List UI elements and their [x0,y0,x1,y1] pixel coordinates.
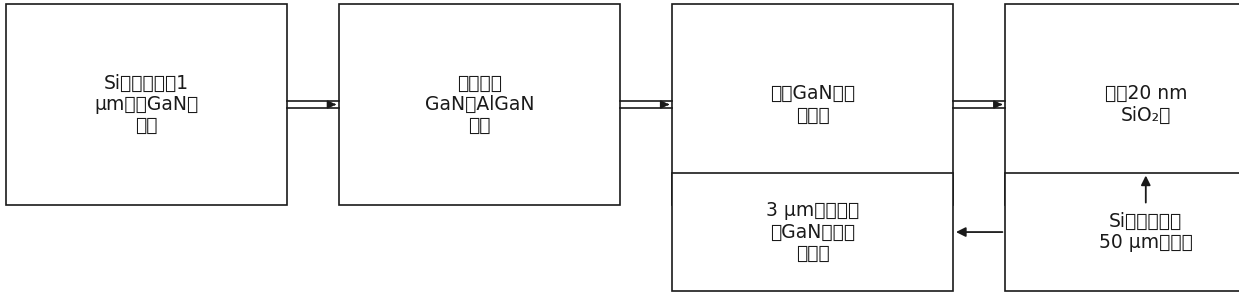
Text: SiO₂层: SiO₂层 [1121,106,1171,125]
Text: 材料: 材料 [469,116,491,135]
Text: GaN、AlGaN: GaN、AlGaN [424,95,534,114]
Text: 外延生长: 外延生长 [456,74,502,93]
Text: 3 μm红外光辅: 3 μm红外光辅 [766,201,859,220]
Text: 探测器: 探测器 [796,106,830,125]
Bar [1006,173,1240,291]
Text: 50 μm深凹槽: 50 μm深凹槽 [1099,233,1193,252]
Text: 助GaN探测器: 助GaN探测器 [770,223,856,242]
Bar [6,4,286,205]
Text: Si衬底上刻蚀: Si衬底上刻蚀 [1109,212,1183,231]
Text: Si衬底上外延1: Si衬底上外延1 [104,74,188,93]
Bar [1006,4,1240,205]
Bar [672,4,954,205]
Bar [672,173,954,291]
Text: 淡积20 nm: 淡积20 nm [1105,84,1187,103]
Text: μm高阿GaN缓: μm高阿GaN缓 [94,95,198,114]
Text: 光响应: 光响应 [796,244,830,263]
Text: 制备GaN紫外: 制备GaN紫外 [770,84,856,103]
Text: 冲层: 冲层 [135,116,157,135]
Bar [339,4,620,205]
